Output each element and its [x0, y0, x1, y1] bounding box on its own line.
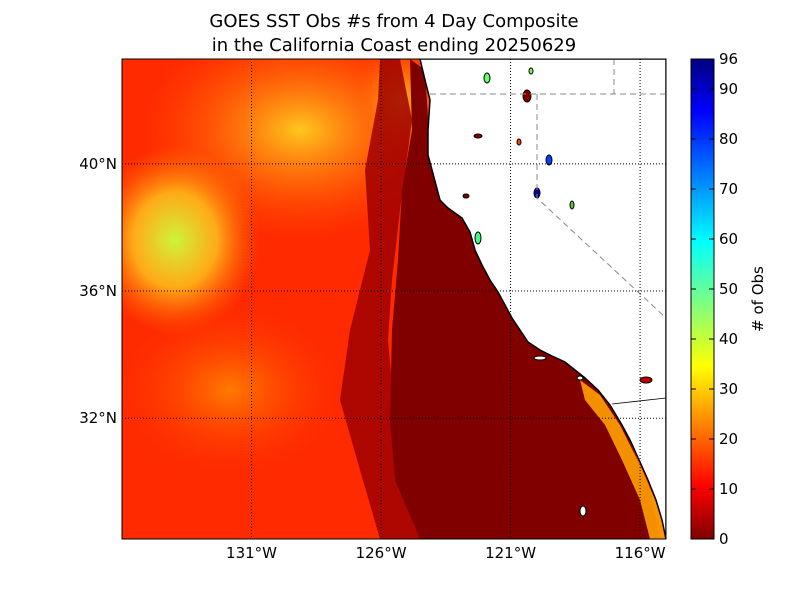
- lake: [528, 67, 534, 75]
- land-mask: [419, 59, 666, 539]
- colorbar: [690, 58, 715, 540]
- colorbar-ticks: 0 10 20 30 40 50 60 70 80 90 96: [691, 50, 738, 548]
- map-frame: [121, 58, 667, 540]
- latitude-label: 36°N: [79, 282, 117, 300]
- state-border: [536, 94, 666, 319]
- map-title-line-1: GOES SST Obs #s from 4 Day Composite: [209, 11, 579, 32]
- map-title-line-2: in the California Coast ending 20250629: [211, 35, 577, 56]
- island: [533, 355, 547, 361]
- lake: [474, 231, 482, 245]
- colorbar-tick-label: 60: [719, 230, 738, 248]
- colorbar-tick-label: 70: [719, 180, 738, 198]
- lake: [462, 193, 470, 199]
- graticule: [122, 59, 666, 539]
- nearshore-obs-strip: [580, 380, 666, 539]
- colorbar-tick-label: 40: [719, 330, 738, 348]
- island: [576, 375, 584, 381]
- longitude-label: 126°W: [356, 544, 407, 562]
- lake: [473, 133, 483, 139]
- colorbar-tick-label: 90: [719, 80, 738, 98]
- lake: [522, 89, 532, 103]
- lake: [483, 72, 491, 84]
- low-obs-region: [340, 59, 470, 539]
- latitude-labels: 40°N 36°N 32°N: [79, 155, 117, 427]
- colorbar-tick-label: 0: [719, 530, 729, 548]
- latitude-label: 40°N: [79, 155, 117, 173]
- island: [579, 505, 587, 517]
- colorbar-tick-label: 50: [719, 280, 738, 298]
- low-obs-region: [390, 59, 660, 539]
- colorbar-tick-label: 96: [719, 50, 738, 68]
- lake: [639, 376, 653, 384]
- colorbar-label: # of Obs: [749, 266, 767, 332]
- longitude-label: 121°W: [485, 544, 536, 562]
- map-area: [122, 59, 666, 539]
- longitude-label: 116°W: [615, 544, 666, 562]
- colorbar-tick-label: 30: [719, 380, 738, 398]
- colorbar-tick-label: 20: [719, 430, 738, 448]
- colorbar-tick-label: 10: [719, 480, 738, 498]
- longitude-label: 131°W: [226, 544, 277, 562]
- latitude-label: 32°N: [79, 409, 117, 427]
- lake: [545, 154, 553, 166]
- country-border: [611, 397, 666, 405]
- lake: [516, 138, 522, 146]
- colorbar-tick-label: 80: [719, 130, 738, 148]
- longitude-labels: 131°W 126°W 121°W 116°W: [226, 544, 666, 562]
- lake: [569, 200, 575, 210]
- high-obs-region: [122, 145, 260, 335]
- moderate-obs-region: [122, 300, 350, 480]
